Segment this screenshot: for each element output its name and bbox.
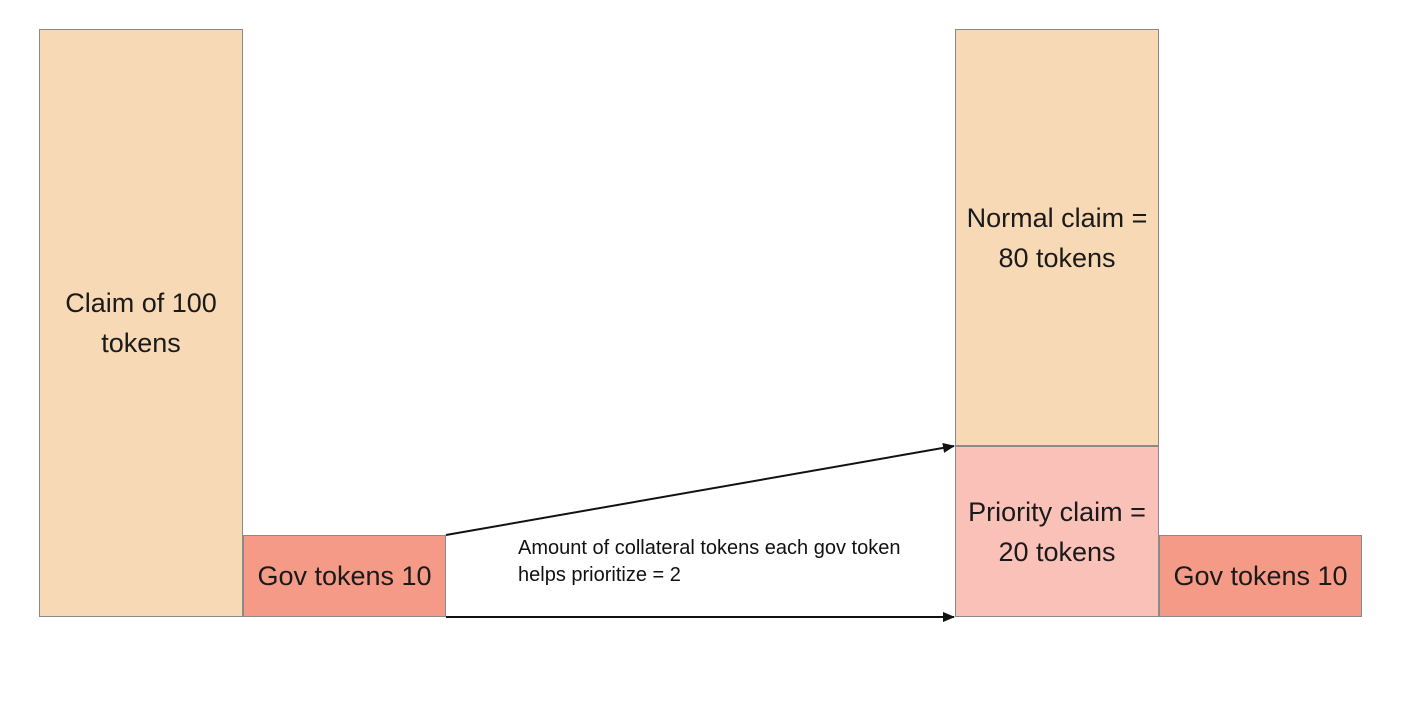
claim-total-box: Claim of 100 tokens bbox=[39, 29, 243, 617]
gov-tokens-right-label: Gov tokens 10 bbox=[1173, 561, 1348, 591]
upper-arrow bbox=[445, 442, 955, 536]
priority-claim-label: Priority claim = 20 tokens bbox=[968, 496, 1146, 567]
priority-claim-box: Priority claim = 20 tokens bbox=[955, 446, 1159, 617]
claim-total-label: Claim of 100 tokens bbox=[65, 288, 217, 358]
gov-tokens-left-label: Gov tokens 10 bbox=[257, 561, 432, 591]
gov-tokens-right-box: Gov tokens 10 bbox=[1159, 535, 1362, 617]
prioritization-annotation: Amount of collateral tokens each gov tok… bbox=[518, 537, 901, 586]
gov-tokens-left-box: Gov tokens 10 bbox=[243, 535, 446, 617]
normal-claim-label: Normal claim = 80 tokens bbox=[966, 202, 1148, 273]
normal-claim-box: Normal claim = 80 tokens bbox=[955, 29, 1159, 446]
